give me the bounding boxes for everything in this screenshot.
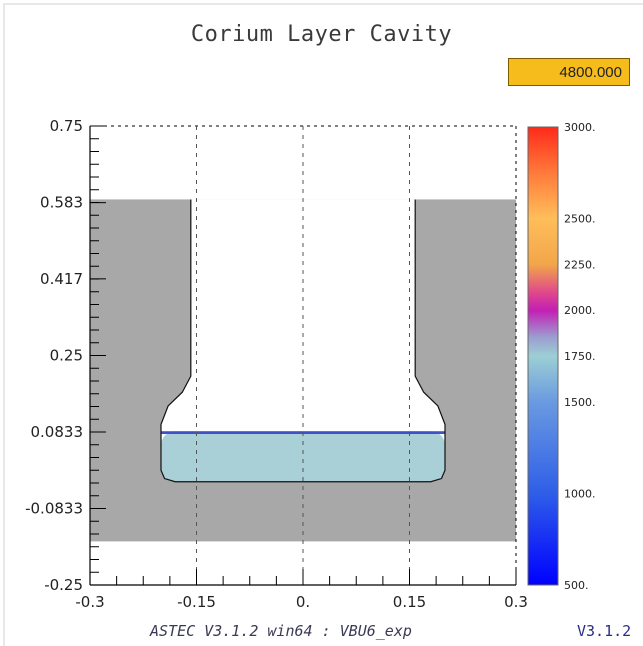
y-tick-label: -0.0833 xyxy=(25,499,83,517)
y-tick-label: -0.25 xyxy=(44,576,83,594)
y-tick-label: 0.583 xyxy=(40,194,83,212)
corium-pool xyxy=(161,431,445,482)
colorbar-label: 1750. xyxy=(564,350,596,363)
colorbar-label: 2250. xyxy=(564,258,596,271)
version-label: V3.1.2 xyxy=(577,622,632,640)
cavity-region xyxy=(161,199,445,482)
y-tick-label: 0.25 xyxy=(50,347,83,365)
x-tick-label: -0.3 xyxy=(75,593,104,611)
colorbar-label: 3000. xyxy=(564,121,596,134)
cavity-outline xyxy=(160,199,446,483)
colorbar-gradient xyxy=(527,126,559,586)
y-tick-label: 0.0833 xyxy=(31,423,84,441)
colorbar-label: 2500. xyxy=(564,213,596,226)
colorbar-label: 2000. xyxy=(564,304,596,317)
colorbar-label: 1500. xyxy=(564,396,596,409)
y-tick-label: 0.417 xyxy=(40,270,83,288)
x-tick-label: 0.3 xyxy=(504,593,528,611)
run-label: ASTEC V3.1.2 win64 : VBU6_exp xyxy=(150,622,412,640)
window-frame xyxy=(3,3,643,646)
x-tick-label: 0. xyxy=(296,593,310,611)
axis-layer: -0.3 -0.15 0. 0.15 0.3 0.75 0.583 0.417 0.25 0.08… xyxy=(25,117,528,611)
chart-title: Corium Layer Cavity xyxy=(190,22,453,47)
colorbar: 3000. 2500. 2250. 2000. 1750. 1500. 1000. 500. xyxy=(527,121,596,592)
time-value-badge: 4800.000 xyxy=(508,58,630,86)
x-tick-label: -0.15 xyxy=(177,593,216,611)
y-tick-label: 0.75 xyxy=(50,117,83,135)
colorbar-label: 1000. xyxy=(564,487,596,500)
colorbar-label: 500. xyxy=(564,579,589,592)
x-tick-label: 0.15 xyxy=(393,593,426,611)
